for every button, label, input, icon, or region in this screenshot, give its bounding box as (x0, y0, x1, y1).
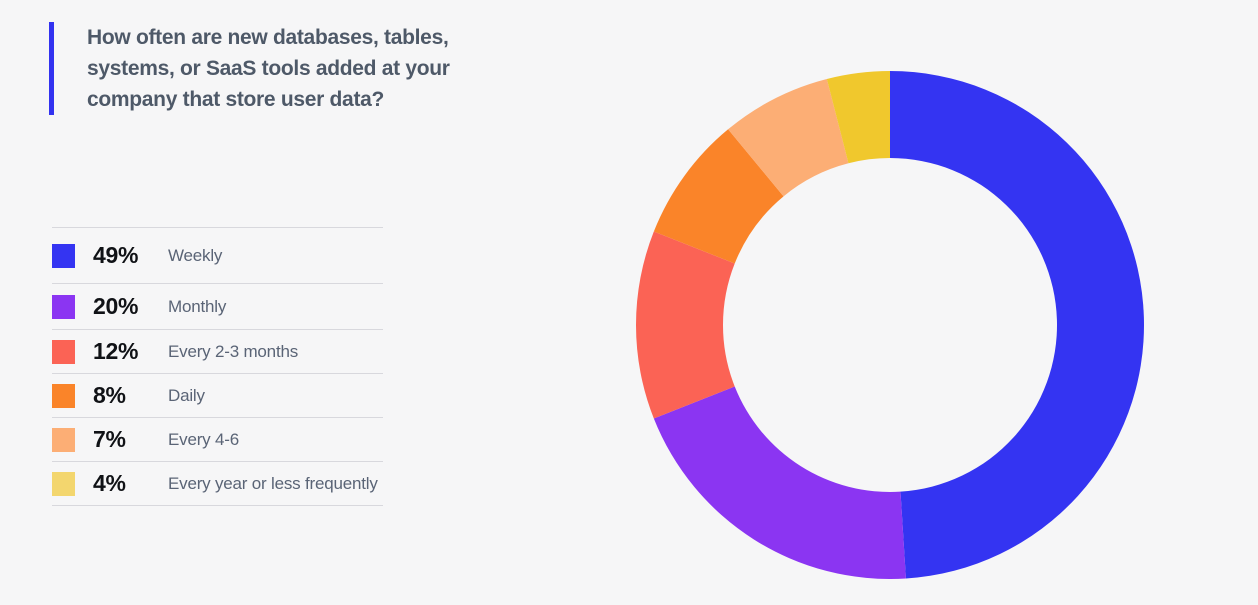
chart-title: How often are new databases, tables, sys… (87, 26, 450, 111)
legend-label: Weekly (168, 245, 223, 265)
donut-chart (636, 71, 1144, 579)
legend-item-every-4-6: 7% Every 4-6 (52, 417, 383, 461)
legend-percent-value: 4% (93, 470, 126, 496)
legend-percent-value: 49% (93, 242, 139, 268)
legend-item-weekly: 49% Weekly (52, 227, 383, 283)
donut-segment-every-year-or-less-frequently (826, 71, 890, 164)
legend-item-monthly: 20% Monthly (52, 283, 383, 329)
legend-percent-value: 12% (93, 338, 139, 364)
donut-segment-every-4-6 (728, 78, 849, 197)
legend-label: Every 2-3 months (168, 341, 299, 361)
legend-percent-value: 8% (93, 382, 126, 408)
legend-label: Every year or less frequently (168, 473, 378, 493)
legend-label: Every 4-6 (168, 429, 239, 449)
donut-segment-weekly (890, 71, 1144, 579)
legend-color-swatch (52, 243, 75, 268)
legend-color-swatch (52, 383, 75, 408)
legend-item-every-2-3-months: 12% Every 2-3 months (52, 329, 383, 373)
legend-color-swatch (52, 471, 75, 496)
legend-color-swatch (52, 427, 75, 452)
legend-label: Daily (168, 385, 205, 405)
legend-item-daily: 8% Daily (52, 373, 383, 417)
title-accent-bar (49, 22, 54, 115)
chart-legend: 49% Weekly 20% Monthly 12% Every 2-3 mon… (52, 227, 383, 506)
legend-color-swatch (52, 339, 75, 364)
legend-color-swatch (52, 294, 75, 319)
donut-segment-monthly (653, 386, 906, 579)
legend-item-every-year-or-less-frequently: 4% Every year or less frequently (52, 461, 383, 505)
donut-segment-every-2-3-months (636, 231, 735, 419)
legend-label: Monthly (168, 296, 227, 316)
donut-segment-daily (653, 129, 784, 264)
title-block: How often are new databases, tables, sys… (49, 22, 507, 115)
legend-percent-value: 7% (93, 426, 126, 452)
legend-percent-value: 20% (93, 293, 139, 319)
